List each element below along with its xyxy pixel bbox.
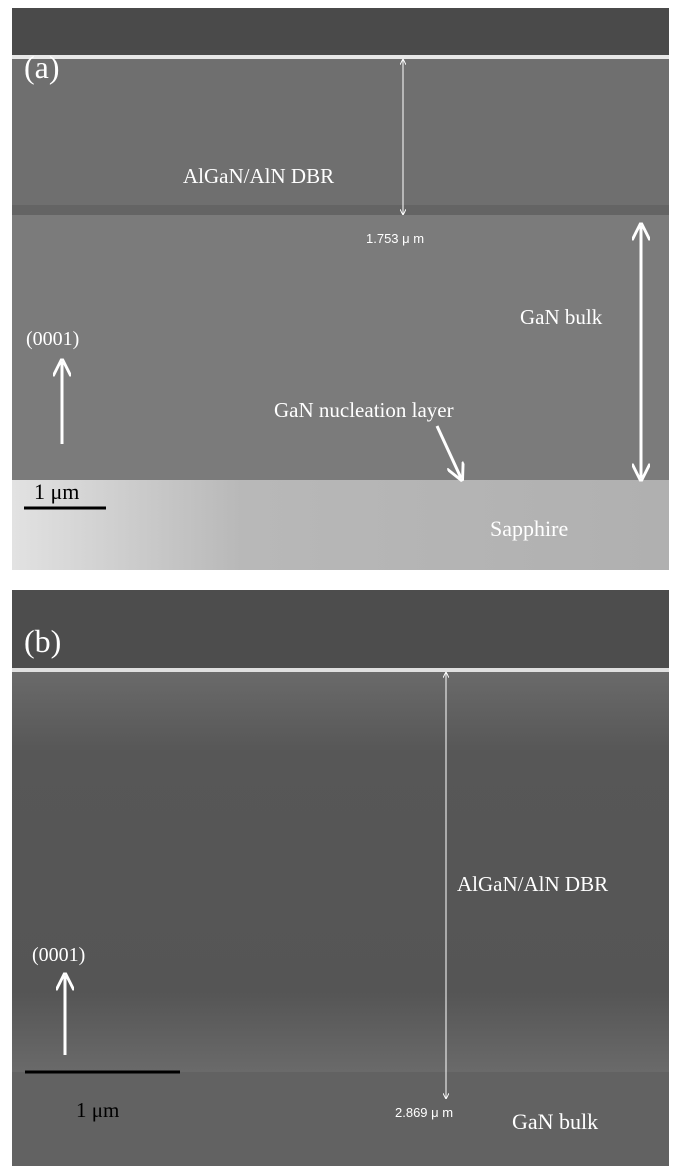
thickness-label: 2.869 μ m: [395, 1105, 453, 1120]
surface-line: [12, 668, 669, 672]
background: [12, 8, 669, 56]
gan-layer: [12, 215, 669, 480]
substrate: [12, 480, 669, 570]
nucleation-label: GaN nucleation layer: [274, 398, 454, 422]
dbr-layer: [12, 59, 669, 215]
substrate-label: Sapphire: [490, 516, 568, 541]
direction-label: (0001): [32, 944, 85, 966]
dbr-label: AlGaN/AlN DBR: [457, 872, 608, 896]
scale-label: 1 μm: [76, 1098, 119, 1122]
bulk-label: GaN bulk: [520, 305, 603, 329]
interface: [12, 205, 669, 215]
scale-label: 1 μm: [34, 479, 79, 504]
panel-label: (b): [24, 623, 61, 659]
page: (a) AlGaN/AlN DBR 1.753 μ m GaN bulk (00…: [0, 0, 681, 1173]
panel-b: (b) AlGaN/AlN DBR (0001) 1 μm 2.869 μ m …: [12, 590, 669, 1166]
thickness-label: 1.753 μ m: [366, 231, 424, 246]
bulk-label: GaN bulk: [512, 1109, 598, 1134]
surface-line: [12, 55, 669, 59]
background: [12, 590, 669, 670]
panel-label: (a): [24, 49, 60, 85]
figure: (a) AlGaN/AlN DBR 1.753 μ m GaN bulk (00…: [0, 0, 681, 1173]
panel-a: (a) AlGaN/AlN DBR 1.753 μ m GaN bulk (00…: [12, 8, 669, 570]
direction-label: (0001): [26, 328, 79, 350]
dbr-label: AlGaN/AlN DBR: [183, 164, 334, 188]
